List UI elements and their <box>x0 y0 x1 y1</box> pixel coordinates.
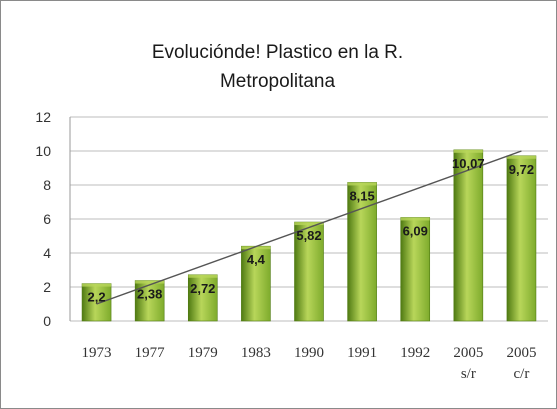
bar <box>134 280 165 322</box>
y-tick-label: 10 <box>35 143 51 159</box>
bar-top-highlight <box>82 283 112 287</box>
data-label: 4,4 <box>247 252 266 267</box>
bar <box>453 149 484 322</box>
x-tick-label: 2005 <box>506 345 536 361</box>
y-tick-label: 0 <box>43 313 51 329</box>
chart-title: Evoluciónde! Plastico en la R. Metropoli… <box>0 38 555 96</box>
bar-top-highlight <box>506 155 536 159</box>
data-label: 8,15 <box>349 188 374 203</box>
data-label: 5,82 <box>296 228 321 243</box>
x-tick-label: 1977 <box>135 345 166 361</box>
trendline <box>96 150 522 305</box>
data-label: 10,07 <box>452 156 485 171</box>
x-tick-label: 1990 <box>294 345 324 361</box>
x-tick-label: 1973 <box>82 345 112 361</box>
x-tick-label: c/r <box>514 366 530 382</box>
data-label: 2,72 <box>190 281 215 296</box>
data-label: 9,72 <box>509 162 534 177</box>
y-tick-label: 2 <box>43 279 51 295</box>
x-axis-ticks: 1973 1977 1979 1983 1990 1991 1992 2005 s/r 2005 c… <box>82 345 537 382</box>
data-label: 2,38 <box>137 287 162 302</box>
bar-top-highlight <box>400 217 430 221</box>
bar-top-highlight <box>453 149 483 153</box>
data-label: 2,2 <box>88 290 106 305</box>
bar-top-highlight <box>241 246 271 250</box>
data-labels: 2,2 2,38 2,72 4,4 5,82 8,15 6,09 10,07 9,72 <box>88 156 535 305</box>
y-tick-label: 6 <box>43 211 51 227</box>
bar <box>506 155 537 322</box>
x-tick-label: s/r <box>461 366 476 382</box>
chart-title-line-1: Evoluciónde! Plastico en la R. <box>151 42 404 63</box>
data-label: 6,09 <box>403 223 428 238</box>
y-tick-label: 4 <box>43 245 51 261</box>
y-axis-ticks: 0 2 4 6 8 10 12 <box>35 109 51 329</box>
y-tick-label: 8 <box>43 177 51 193</box>
chart-title-line-2: Metropolitana <box>219 71 336 92</box>
bar <box>400 217 431 322</box>
x-tick-label: 1992 <box>400 345 430 361</box>
bars <box>81 149 537 322</box>
bar-top-highlight <box>294 222 324 226</box>
bar-top-highlight <box>188 274 218 278</box>
bar-top-highlight <box>135 280 165 284</box>
x-tick-label: 1979 <box>188 345 218 361</box>
bar-top-highlight <box>347 182 377 186</box>
x-tick-label: 1991 <box>347 345 377 361</box>
y-tick-label: 12 <box>35 109 51 125</box>
bar <box>294 221 324 322</box>
trendline-group <box>96 150 522 305</box>
x-tick-label: 2005 <box>453 345 483 361</box>
x-tick-label: 1983 <box>241 345 271 361</box>
bar <box>81 283 112 322</box>
